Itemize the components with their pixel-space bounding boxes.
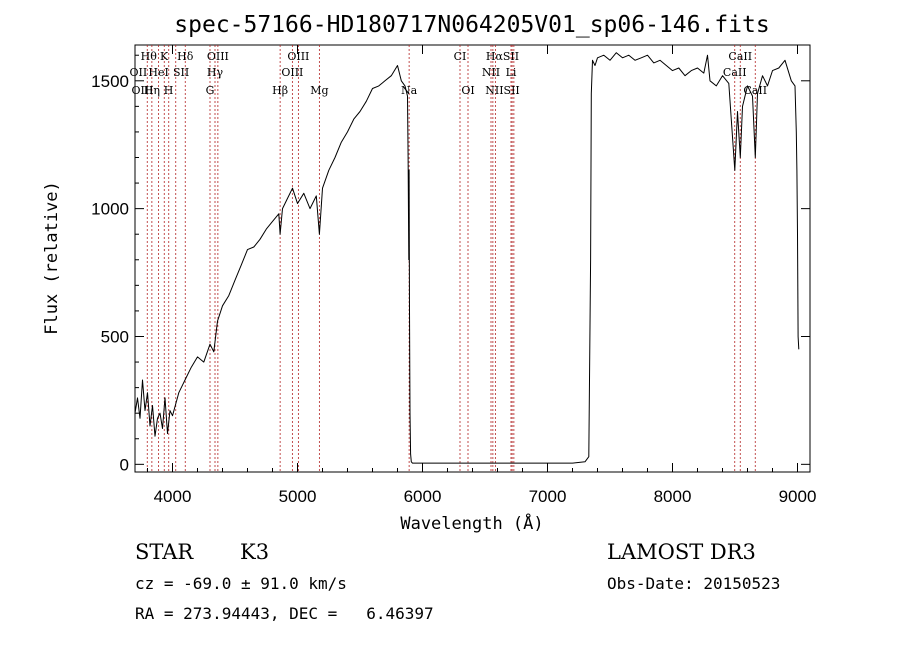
- line-label: Mg: [310, 84, 328, 97]
- line-label: Hθ: [141, 50, 158, 63]
- line-label: OIII: [281, 66, 303, 79]
- line-labels: Hθ K Hδ OIII OIII CI HαSII CaII OII HeI SII Hγ OIII N…: [130, 50, 768, 97]
- y-axis-label: Flux (relative): [42, 181, 62, 335]
- line-label: OI: [461, 84, 474, 97]
- y-tick-label: 0: [120, 455, 129, 474]
- y-axis-ticks: 0 500 1000 1500: [91, 54, 810, 474]
- line-label: Hη: [144, 84, 160, 97]
- line-label: Na: [401, 84, 418, 97]
- line-label: H: [164, 84, 174, 97]
- sky-coordinates: RA = 273.94443, DEC = 6.46397: [135, 604, 434, 623]
- x-axis-ticks: 4000 5000 6000 7000 8000 9000: [147, 45, 817, 506]
- line-label: OIII: [207, 50, 229, 63]
- line-label: CaII: [728, 50, 752, 63]
- survey-name: LAMOST DR3: [607, 540, 756, 564]
- line-label: OIII: [287, 50, 309, 63]
- object-subclass: K3: [240, 540, 270, 564]
- y-tick-label: 1500: [91, 72, 129, 91]
- line-label: OII: [130, 66, 148, 79]
- line-label: NII: [482, 66, 500, 79]
- y-tick-label: 1000: [91, 200, 129, 219]
- line-label: Li: [506, 66, 517, 79]
- x-tick-label: 8000: [654, 487, 692, 506]
- line-label: CaII: [743, 84, 767, 97]
- line-label: SII: [173, 66, 189, 79]
- line-label: Hβ: [272, 84, 288, 97]
- line-label: K: [160, 50, 169, 63]
- x-axis-label: Wavelength (Å): [400, 512, 543, 534]
- x-tick-label: 5000: [279, 487, 317, 506]
- x-tick-label: 9000: [779, 487, 817, 506]
- x-tick-label: 7000: [529, 487, 567, 506]
- plot-frame: [134, 44, 811, 473]
- x-tick-label: 4000: [154, 487, 192, 506]
- line-label: CaII: [723, 66, 747, 79]
- line-label: HαSII: [486, 50, 519, 63]
- line-label: Hδ: [177, 50, 194, 63]
- observation-date: Obs-Date: 20150523: [607, 574, 781, 593]
- spectrum-line: [134, 52, 800, 464]
- line-label: Hγ: [207, 66, 224, 79]
- chart-title: spec-57166-HD180717N064205V01_sp06-146.f…: [174, 12, 769, 38]
- line-label: NIISII: [485, 84, 520, 97]
- redshift-cz: cz = -69.0 ± 91.0 km/s: [135, 574, 347, 593]
- line-marks: [146, 45, 756, 472]
- line-label: HeI: [148, 66, 168, 79]
- y-tick-label: 500: [101, 327, 129, 346]
- object-type: STAR: [135, 540, 194, 564]
- line-label: OIII: [131, 84, 153, 97]
- series-layer: [134, 52, 800, 464]
- line-label: CI: [454, 50, 467, 63]
- x-tick-label: 6000: [404, 487, 442, 506]
- line-label: G: [206, 84, 215, 97]
